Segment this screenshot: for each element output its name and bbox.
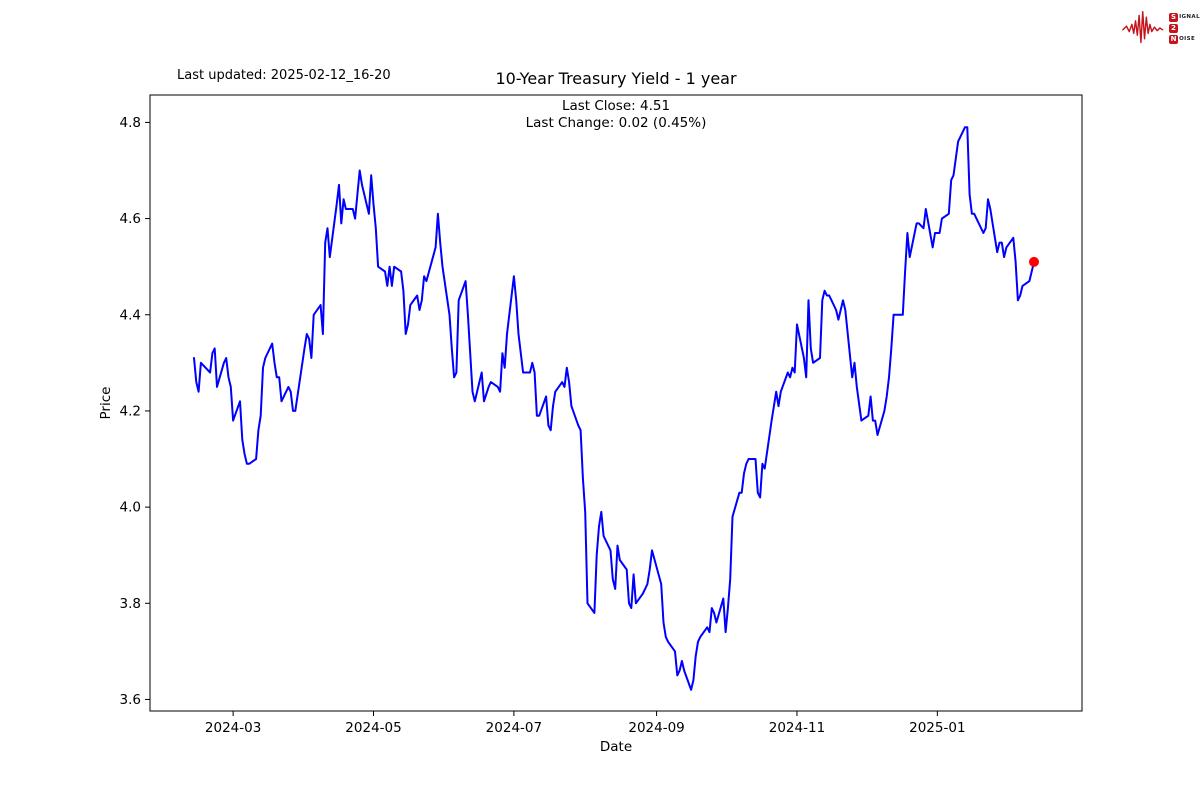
x-tick-label: 2025-01 [909, 720, 965, 736]
subtitle-last-close: Last Close: 4.51 [561, 98, 671, 114]
waveform-icon [1122, 11, 1164, 44]
logo-row-2: 2 [1169, 23, 1200, 33]
logo-row-signal: S IGNAL [1169, 12, 1200, 22]
logo-letter-2: 2 [1169, 23, 1179, 33]
chart-title: 10-Year Treasury Yield - 1 year [495, 69, 737, 88]
logo-wordmark: S IGNAL 2 N OISE [1169, 12, 1200, 44]
y-tick-label: 3.8 [120, 596, 141, 612]
x-axis-title: Date [599, 739, 633, 755]
last-updated-text: Last updated: 2025-02-12_16-20 [177, 68, 391, 83]
price-line [193, 126, 1035, 691]
x-tick-label: 2024-11 [769, 720, 825, 736]
y-tick-label: 4.0 [120, 500, 141, 516]
subtitle-last-change: Last Change: 0.02 (0.45%) [525, 115, 707, 131]
y-tick-label: 3.6 [120, 692, 141, 708]
y-tick-label: 4.2 [120, 403, 141, 419]
x-tick-label: 2024-09 [628, 720, 684, 736]
logo-letter-s: S [1169, 12, 1179, 22]
logo-row-noise: N OISE [1169, 34, 1196, 44]
last-point-marker [1029, 256, 1039, 267]
y-tick-label: 4.4 [120, 307, 141, 323]
signal2noise-logo: S IGNAL 2 N OISE [1122, 4, 1200, 52]
y-tick-label: 4.6 [120, 211, 141, 227]
x-tick-label: 2024-03 [205, 720, 261, 736]
logo-letter-n: N [1169, 34, 1179, 44]
y-tick-label: 4.8 [120, 115, 141, 131]
x-tick-label: 2024-07 [486, 720, 542, 736]
plot-border [149, 94, 1083, 712]
x-tick-label: 2024-05 [345, 720, 401, 736]
